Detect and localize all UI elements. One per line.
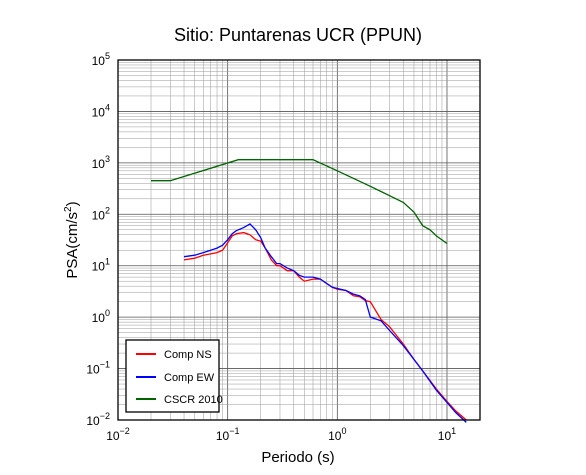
y-tick-labels: 10−2 10−1 100 101 102 103 104 105	[86, 51, 110, 428]
x-tick-label: 100	[328, 426, 346, 443]
series-line-cscr-2010	[151, 159, 448, 245]
x-tick-label: 10−1	[216, 426, 240, 443]
y-axis-label: PSA(cm/s2)	[63, 201, 81, 278]
x-tick-labels: 10−2 10−1 100 101	[106, 426, 456, 443]
y-tick-label: 101	[92, 257, 110, 274]
legend-label: Comp NS	[164, 349, 212, 361]
x-tick-label: 10−2	[106, 426, 130, 443]
y-tick-label: 102	[92, 205, 110, 222]
y-axis-label-end: )	[64, 201, 81, 206]
data-series	[151, 159, 467, 423]
plot-frame	[117, 59, 481, 421]
series-line-comp-ns	[183, 231, 467, 421]
legend: Comp NS Comp EW CSCR 2010	[125, 339, 223, 413]
x-axis-label: Periodo (s)	[261, 449, 334, 466]
legend-label: CSCR 2010	[164, 394, 223, 406]
chart-title: Sitio: Puntarenas UCR (PPUN)	[174, 25, 422, 45]
y-tick-label: 103	[92, 154, 110, 171]
legend-label: Comp EW	[164, 372, 215, 384]
x-tick-label: 101	[438, 426, 456, 443]
y-tick-label: 10−1	[86, 360, 110, 377]
y-tick-label: 104	[92, 102, 110, 119]
y-tick-label: 100	[92, 308, 110, 325]
y-tick-label: 10−2	[86, 411, 110, 428]
series-line-comp-ew	[183, 223, 467, 423]
y-tick-label: 105	[92, 51, 110, 68]
y-axis-label-base: PSA(cm/s	[64, 212, 81, 279]
y-axis-label-sup: 2	[63, 206, 74, 212]
